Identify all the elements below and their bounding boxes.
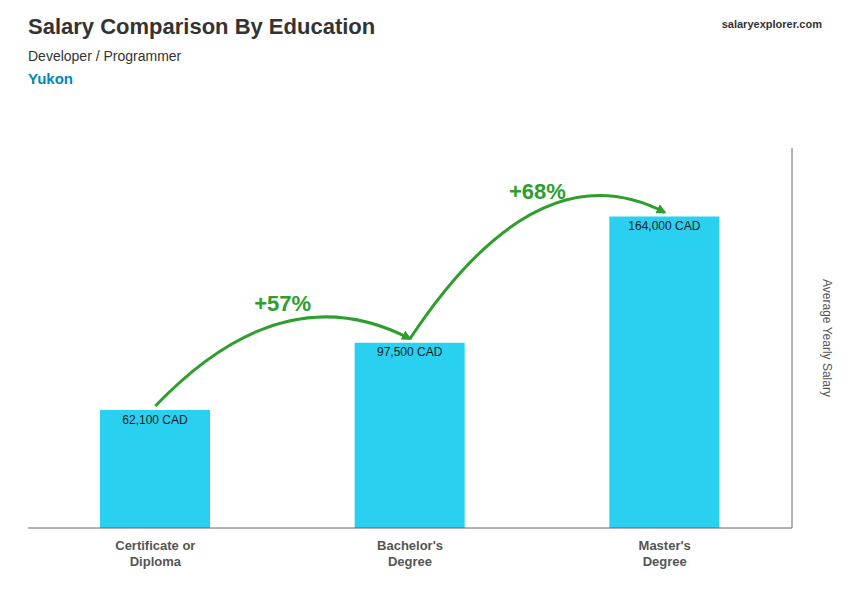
svg-text:+57%: +57% — [254, 291, 311, 316]
svg-text:Bachelor'sDegree: Bachelor'sDegree — [377, 538, 443, 569]
svg-text:+68%: +68% — [509, 179, 566, 204]
html-text:Salary Comparison By Education: Salary Comparison By Education — [28, 14, 376, 39]
html-text:Developer / Programmer: Developer / Programmer — [28, 48, 182, 64]
svg-text:97,500 CAD: 97,500 CAD — [377, 345, 443, 359]
svg-text:Certificate orDiploma: Certificate orDiploma — [115, 538, 195, 569]
svg-text:164,000 CAD: 164,000 CAD — [628, 219, 700, 233]
html-text:Yukon: Yukon — [28, 70, 73, 87]
svg-text:62,100 CAD: 62,100 CAD — [122, 413, 188, 427]
svg-text:Average Yearly Salary: Average Yearly Salary — [820, 279, 834, 397]
html-text:salaryexplorer.com: salaryexplorer.com — [721, 18, 822, 30]
svg-text:Master'sDegree: Master'sDegree — [639, 538, 691, 569]
